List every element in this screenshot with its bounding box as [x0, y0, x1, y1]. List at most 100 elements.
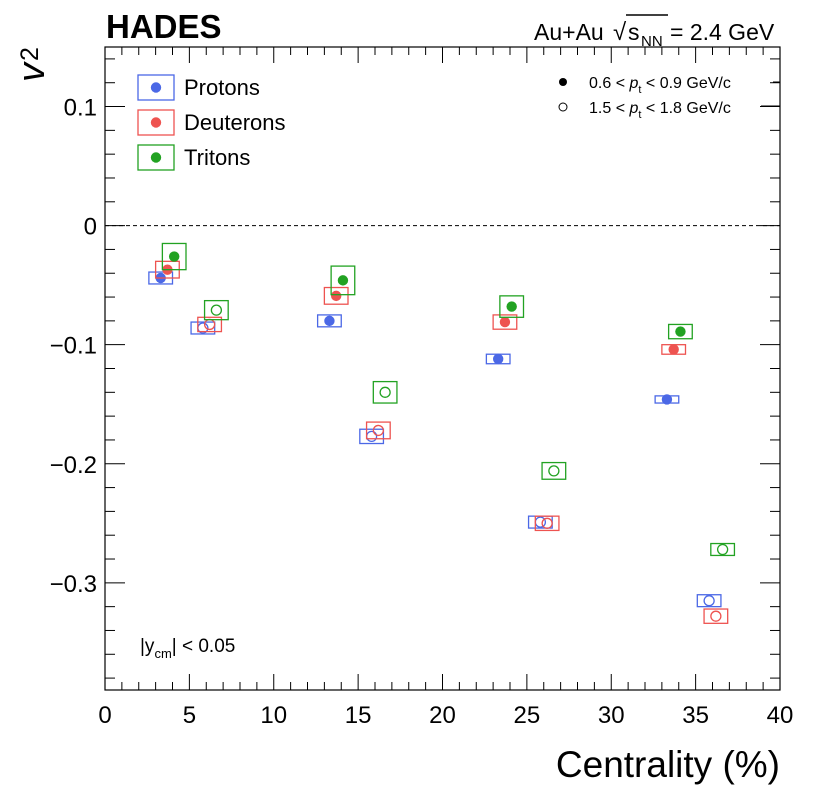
legend-entry-deuterons: Deuterons: [137, 109, 286, 136]
rapidity-annotation: |ycm| < 0.05: [140, 636, 235, 661]
y-tick-label: −0.2: [50, 452, 97, 479]
series-tritons-open: [203, 299, 736, 557]
legend-box-protons: [137, 74, 175, 101]
pt-legend: 0.6 < pt < 0.9 GeV/c 1.5 < pt < 1.8 GeV/…: [558, 75, 780, 121]
legend-marker-protons: [150, 82, 162, 93]
pt-low-p: p: [628, 75, 638, 92]
data-point-protons-filled: [661, 394, 673, 405]
sys-error-box-protons-open: [696, 594, 722, 608]
data-point-protons-open: [365, 430, 378, 443]
x-tick-label: 10: [260, 702, 287, 729]
sys-error-box-protons-open: [190, 321, 216, 335]
system-energy-label: Au+Au √ s NN = 2.4 GeV: [534, 14, 775, 50]
data-point-tritons-filled: [506, 301, 517, 312]
data-point-tritons-filled: [675, 326, 686, 337]
pt-legend-entry-high: 1.5 < pt < 1.8 GeV/c: [558, 100, 731, 121]
sys-error-box-deuterons-filled: [492, 314, 518, 330]
pt-low-post: < 0.9 GeV/c: [641, 75, 730, 92]
s-symbol: s: [628, 19, 640, 45]
pt-low-pre: 0.6 <: [589, 75, 629, 92]
y-tick-label: −0.1: [50, 333, 97, 360]
system-label: Au+Au: [534, 19, 604, 45]
sys-error-box-deuterons-filled: [323, 286, 349, 305]
sys-error-box-tritons-open: [372, 380, 398, 404]
legend-entry-protons: Protons: [137, 74, 260, 101]
series-deuterons-open: [197, 316, 729, 624]
legend-box-tritons: [137, 144, 175, 171]
y-axis-title-sub: 2: [16, 47, 44, 61]
pt-low-sub: t: [638, 84, 641, 96]
legend-label-deuterons: Deuterons: [184, 110, 286, 135]
legend-marker-deuterons: [150, 117, 162, 128]
y-tick-labels: 0.1 0 −0.1 −0.2 −0.3: [50, 95, 97, 598]
data-point-protons-open: [703, 595, 715, 607]
sys-error-box-tritons-open: [203, 299, 229, 321]
sys-error-box-tritons-filled: [499, 295, 525, 318]
sys-error-box-tritons-filled: [161, 242, 187, 271]
pt-high-p: p: [628, 100, 638, 117]
data-point-deuterons-filled: [668, 344, 679, 355]
y-tick-label: 0: [84, 214, 97, 241]
series-deuterons-filled: [154, 260, 687, 355]
data-point-deuterons-open: [372, 424, 385, 437]
data-point-protons-filled: [492, 353, 504, 365]
x-tick-label: 30: [598, 702, 625, 729]
data-point-protons-open: [534, 516, 547, 528]
pt-legend-label-high: 1.5 < pt < 1.8 GeV/c: [589, 100, 731, 121]
legend-label-tritons: Tritons: [184, 145, 250, 170]
data-point-tritons-open: [210, 304, 223, 316]
data-point-tritons-filled: [337, 275, 349, 286]
x-tick-label: 5: [183, 702, 196, 729]
y-axis-title: v 2: [11, 47, 53, 82]
x-tick-label: 40: [767, 702, 794, 729]
sys-error-box-protons-filled: [316, 314, 342, 328]
data-point-tritons-open: [379, 386, 391, 398]
rapidity-label: |y: [140, 636, 155, 657]
pt-legend-marker-filled: [559, 78, 567, 86]
data-point-deuterons-filled: [499, 316, 511, 328]
particle-legend: Protons Deuterons Tritons: [137, 74, 286, 171]
sys-error-box-deuterons-open: [534, 515, 560, 532]
sys-error-box-tritons-filled: [330, 265, 356, 296]
pt-legend-marker-open: [558, 102, 568, 112]
experiment-label: HADES: [106, 8, 222, 45]
plot-frame: [104, 46, 781, 691]
pt-high-post: < 1.8 GeV/c: [641, 100, 730, 117]
data-point-tritons-open: [716, 543, 729, 556]
pt-high-pre: 1.5 <: [589, 100, 629, 117]
data-point-tritons-filled: [168, 251, 180, 262]
data-point-deuterons-open: [541, 517, 553, 529]
sqrt-symbol: √: [613, 19, 627, 46]
energy-label: = 2.4 GeV: [670, 19, 775, 45]
data-point-deuterons-open: [710, 610, 722, 622]
rapidity-value: | < 0.05: [172, 636, 236, 657]
x-tick-label: 0: [98, 702, 111, 729]
x-tick-label: 25: [514, 702, 541, 729]
series-tritons-filled: [161, 242, 693, 340]
nn-subscript: NN: [641, 33, 663, 50]
y-tick-label: 0.1: [64, 95, 97, 122]
sys-error-box-tritons-open: [710, 542, 736, 557]
data-series: [148, 242, 736, 624]
legend-entry-tritons: Tritons: [137, 144, 250, 171]
data-point-protons-filled: [324, 315, 335, 327]
x-axis-title: Centrality (%): [556, 744, 780, 785]
rapidity-sub: cm: [154, 646, 171, 661]
sys-error-box-deuterons-open: [703, 608, 729, 624]
pt-legend-entry-low: 0.6 < pt < 0.9 GeV/c: [559, 75, 731, 96]
series-protons-open: [190, 321, 722, 608]
sys-error-box-deuterons-open: [365, 421, 391, 440]
sys-error-box-deuterons-open: [197, 316, 223, 333]
sys-error-box-protons-open: [359, 428, 385, 445]
legend-box-deuterons: [137, 109, 175, 136]
x-tick-label: 15: [345, 702, 372, 729]
legend-label-protons: Protons: [184, 75, 260, 100]
data-point-tritons-open: [548, 465, 560, 477]
series-protons-filled: [148, 271, 680, 405]
pt-high-sub: t: [638, 109, 641, 121]
y-tick-label: −0.3: [50, 571, 97, 598]
pt-legend-label-low: 0.6 < pt < 0.9 GeV/c: [589, 75, 731, 96]
sys-error-box-tritons-open: [541, 461, 567, 480]
x-tick-label: 20: [429, 702, 456, 729]
